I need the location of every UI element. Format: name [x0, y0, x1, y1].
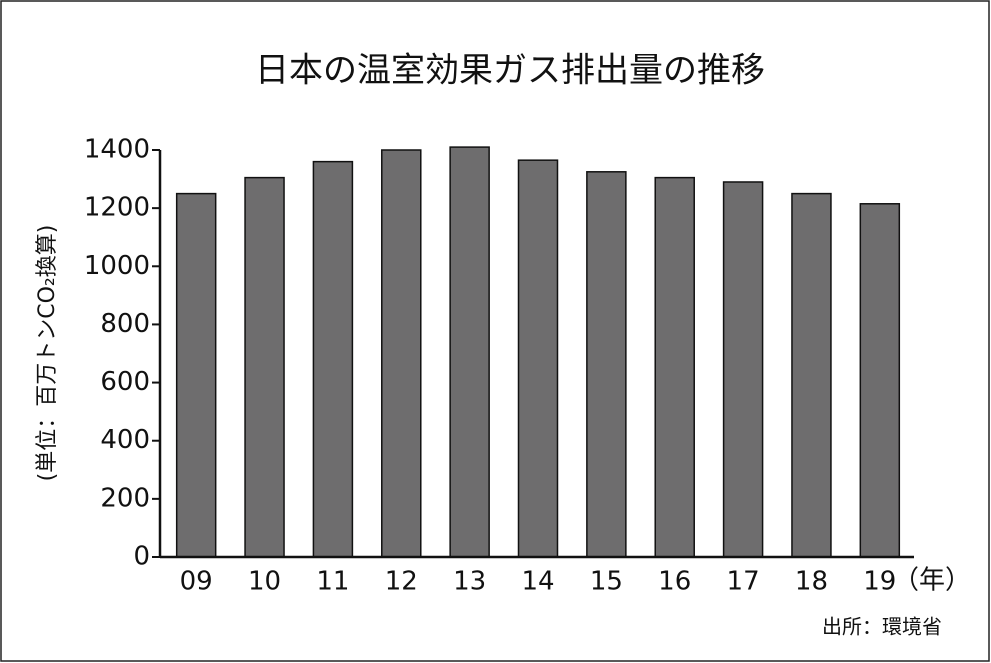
bar [175, 192, 217, 558]
y-tick-label: 1200 [84, 193, 150, 223]
y-tick-label: 0 [133, 542, 150, 572]
bar [791, 192, 832, 558]
x-tick-label: 16 [658, 567, 691, 597]
y-tick-label: 200 [100, 483, 150, 513]
x-tick-label: 14 [521, 567, 554, 597]
y-tick-label: 600 [100, 367, 150, 397]
x-tick-label: 11 [316, 567, 349, 597]
x-tick-label: 09 [180, 567, 213, 597]
bar [722, 181, 764, 558]
y-tick-label: 400 [100, 425, 150, 455]
bar [586, 171, 627, 558]
x-tick-label: 18 [795, 567, 828, 597]
bar [859, 203, 901, 558]
x-tick-label: 12 [385, 567, 418, 597]
y-tick-label: 1000 [84, 251, 150, 281]
x-tick-label: 15 [590, 567, 623, 597]
bar [312, 160, 354, 558]
x-tick-label: 13 [453, 567, 486, 597]
x-unit: （年） [893, 566, 971, 596]
y-tick-label: 800 [100, 309, 150, 339]
chart-title: 日本の温室効果ガス排出量の推移 [255, 51, 765, 91]
x-tick-label: 17 [727, 567, 760, 597]
source: 出所：環境省 [822, 615, 942, 639]
y-axis-label: (単位：百万トンCO₂換算) [35, 225, 60, 482]
x-tick-label: 19 [863, 567, 896, 597]
bar [244, 176, 285, 558]
bar [517, 159, 559, 558]
bar [654, 176, 695, 558]
bar [449, 146, 490, 558]
x-tick-label: 10 [248, 567, 281, 597]
bar [381, 149, 422, 558]
y-tick-label: 1400 [84, 135, 150, 165]
